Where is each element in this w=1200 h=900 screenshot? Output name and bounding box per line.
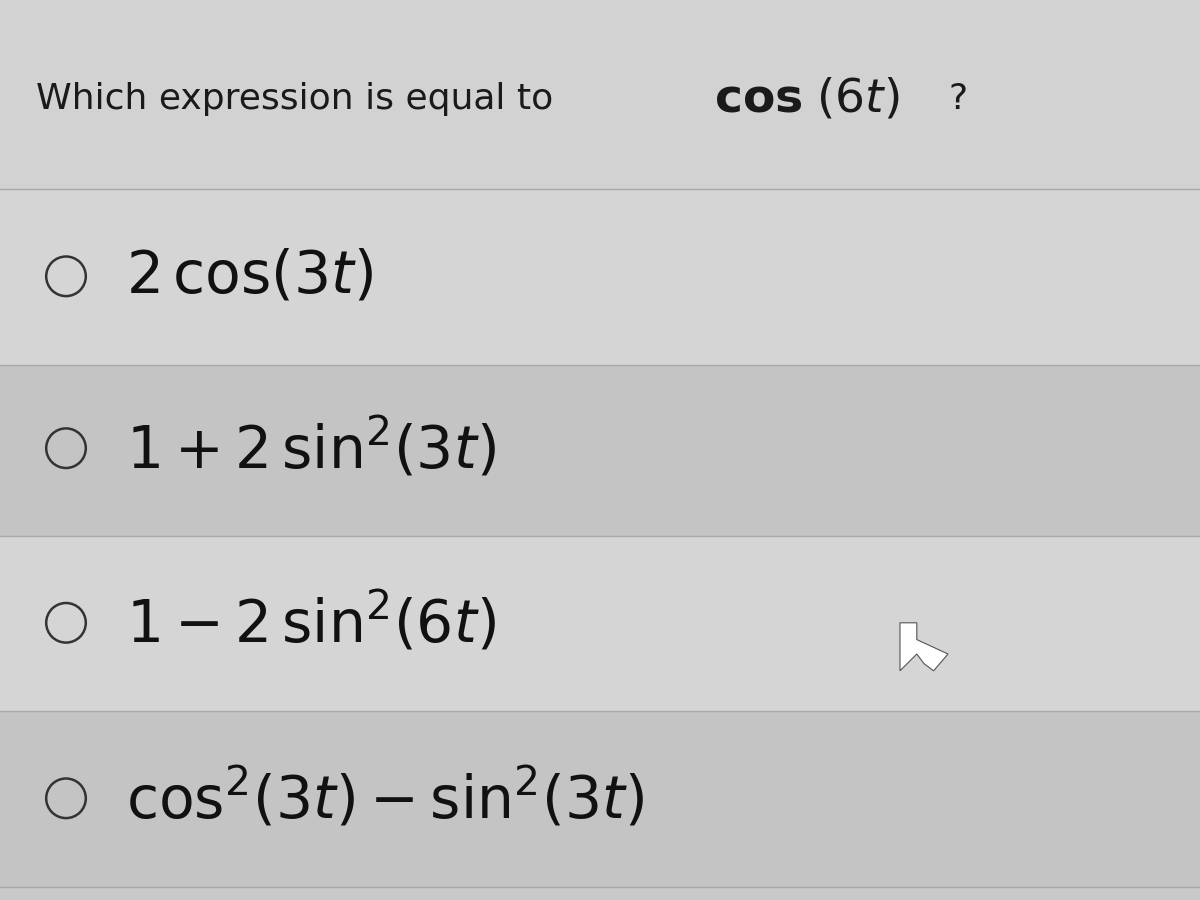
Text: $2\,\mathrm{cos}(3t)$: $2\,\mathrm{cos}(3t)$ (126, 248, 373, 305)
Text: ?: ? (948, 82, 967, 116)
Text: Which expression is equal to: Which expression is equal to (36, 82, 565, 116)
Text: $1 + 2\,\mathrm{sin}^{2}(3t)$: $1 + 2\,\mathrm{sin}^{2}(3t)$ (126, 416, 496, 481)
Text: $(6t)$: $(6t)$ (816, 76, 899, 122)
Text: $\mathdefault{cos}$: $\mathdefault{cos}$ (714, 76, 803, 122)
Bar (0, 0, 1200, 189)
Bar (0, 711, 1200, 886)
Polygon shape (900, 623, 948, 670)
Text: $\mathrm{cos}^{2}(3t) - \mathrm{sin}^{2}(3t)$: $\mathrm{cos}^{2}(3t) - \mathrm{sin}^{2}… (126, 766, 644, 831)
Bar (0, 189, 1200, 364)
Text: $1 - 2\,\mathrm{sin}^{2}(6t)$: $1 - 2\,\mathrm{sin}^{2}(6t)$ (126, 590, 496, 655)
Bar (0, 536, 1200, 711)
Bar (0, 364, 1200, 536)
